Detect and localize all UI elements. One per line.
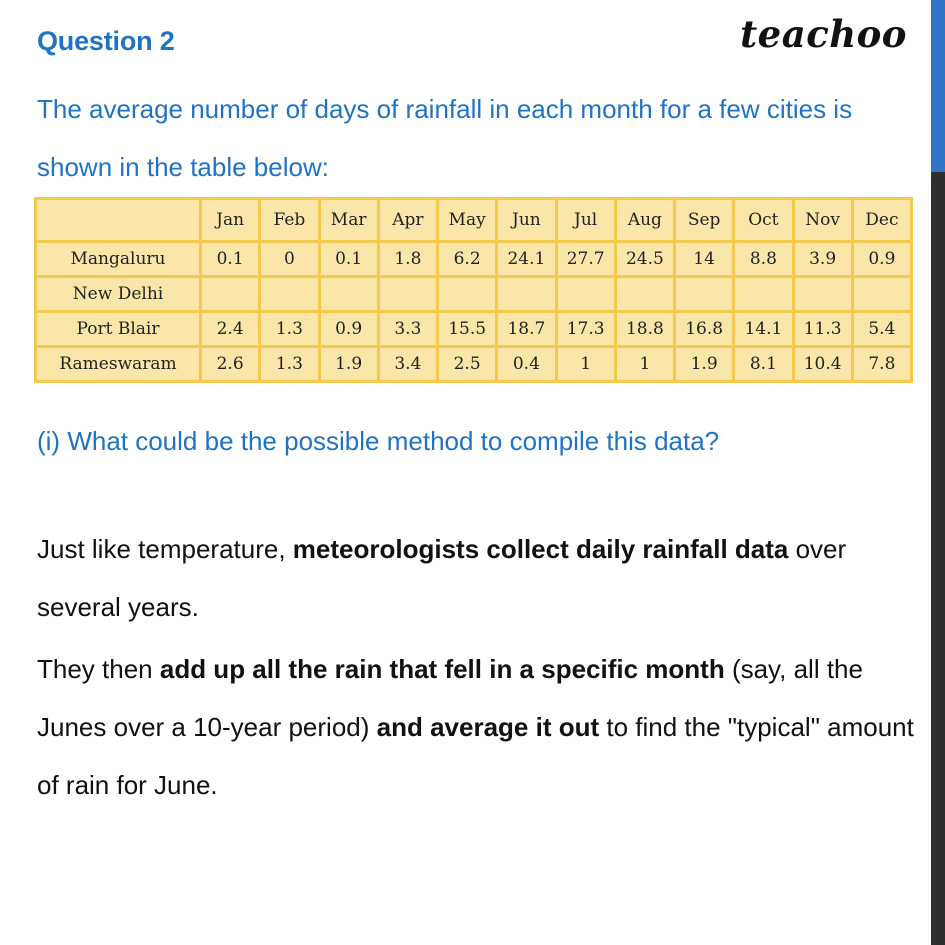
answer-text-span: Just like temperature,: [37, 534, 293, 564]
rainfall-value-cell: 3.4: [376, 345, 440, 383]
rainfall-value-cell: 18.7: [495, 310, 558, 348]
rainfall-value-cell: 5.4: [850, 310, 914, 348]
rainfall-value-cell: 10.4: [791, 345, 854, 383]
city-name-cell: Mangaluru: [34, 240, 202, 278]
rainfall-value-cell: [850, 275, 914, 313]
rainfall-value-cell: 14: [672, 240, 736, 278]
rainfall-value-cell: [613, 275, 677, 313]
rainfall-value-cell: 0.9: [317, 310, 380, 348]
rainfall-value-cell: 27.7: [554, 240, 617, 278]
rainfall-value-cell: [791, 275, 854, 313]
rainfall-value-cell: [258, 275, 321, 313]
month-header: Sep: [672, 197, 736, 243]
answer-text: Just like temperature, meteorologists co…: [37, 520, 927, 814]
table-row: Mangaluru 0.1 0 0.1 1.8 6.2 24.1 27.7 24.5 14 8.8 3…: [34, 240, 914, 278]
rainfall-value-cell: [732, 275, 795, 313]
rainfall-value-cell: 1.9: [317, 345, 380, 383]
rainfall-value-cell: 0.1: [198, 240, 262, 278]
rainfall-value-cell: [198, 275, 262, 313]
answer-text-span: over several years.: [37, 534, 847, 622]
rainfall-value-cell: 1.8: [376, 240, 440, 278]
sub-question: (i) What could be the possible method to…: [37, 426, 720, 456]
table-header-row: Jan Feb Mar Apr May Jun Jul Aug Sep Oct …: [34, 197, 914, 243]
rainfall-value-cell: 14.1: [732, 310, 795, 348]
rainfall-value-cell: 0.1: [317, 240, 380, 278]
rainfall-value-cell: 0: [258, 240, 321, 278]
teachoo-logo: teachoo: [740, 12, 907, 56]
rainfall-value-cell: 2.4: [198, 310, 262, 348]
table-row: Port Blair 2.4 1.3 0.9 3.3 15.5 18.7 17.3 18.8 16…: [34, 310, 914, 348]
rainfall-value-cell: 2.5: [435, 345, 499, 383]
month-header: May: [435, 197, 499, 243]
city-name-cell: New Delhi: [34, 275, 202, 313]
rainfall-value-cell: 2.6: [198, 345, 262, 383]
rainfall-value-cell: 17.3: [554, 310, 617, 348]
answer-paragraph-1: Just like temperature, meteorologists co…: [37, 520, 927, 636]
rainfall-value-cell: 8.1: [732, 345, 795, 383]
table-row: New Delhi: [34, 275, 914, 313]
month-header: Jan: [198, 197, 262, 243]
answer-text-span: (say, all the Junes over a 10-year perio…: [37, 654, 863, 742]
rainfall-value-cell: 0.9: [850, 240, 914, 278]
month-header: Oct: [732, 197, 795, 243]
rainfall-value-cell: [376, 275, 440, 313]
answer-bold-span: add up all the rain that fell in a speci…: [159, 654, 725, 684]
month-header: Aug: [613, 197, 677, 243]
month-header: Jul: [554, 197, 617, 243]
answer-bold-span: and average it out: [376, 712, 600, 742]
scrollbar-thumb[interactable]: [931, 0, 945, 172]
rainfall-value-cell: 6.2: [435, 240, 499, 278]
rainfall-value-cell: 24.5: [613, 240, 677, 278]
rainfall-value-cell: 1: [613, 345, 677, 383]
rainfall-value-cell: [554, 275, 617, 313]
month-header: Dec: [850, 197, 914, 243]
rainfall-value-cell: [672, 275, 736, 313]
month-header: Nov: [791, 197, 854, 243]
table-corner-cell: [34, 197, 202, 243]
answer-bold-span: meteorologists collect daily rainfall da…: [292, 534, 789, 564]
month-header: Mar: [317, 197, 380, 243]
question-title: Question 2: [37, 26, 175, 56]
city-name-cell: Port Blair: [34, 310, 202, 348]
rainfall-value-cell: 3.3: [376, 310, 440, 348]
rainfall-value-cell: 1.3: [258, 345, 321, 383]
month-header: Feb: [258, 197, 321, 243]
rainfall-value-cell: [495, 275, 558, 313]
rainfall-value-cell: 16.8: [672, 310, 736, 348]
rainfall-value-cell: 11.3: [791, 310, 854, 348]
rainfall-value-cell: 1.3: [258, 310, 321, 348]
rainfall-value-cell: 8.8: [732, 240, 795, 278]
rainfall-value-cell: 24.1: [495, 240, 558, 278]
month-header: Apr: [376, 197, 440, 243]
month-header: Jun: [495, 197, 558, 243]
rainfall-value-cell: 15.5: [435, 310, 499, 348]
rainfall-value-cell: 1: [554, 345, 617, 383]
rainfall-value-cell: 0.4: [495, 345, 558, 383]
question-text: The average number of days of rainfall i…: [37, 94, 853, 182]
rainfall-value-cell: 1.9: [672, 345, 736, 383]
city-name-cell: Rameswaram: [34, 345, 202, 383]
answer-text-span: to find the "typical" amount of rain for…: [37, 712, 914, 800]
rainfall-value-cell: [435, 275, 499, 313]
rainfall-table: Jan Feb Mar Apr May Jun Jul Aug Sep Oct …: [34, 197, 914, 383]
answer-paragraph-2: They then add up all the rain that fell …: [37, 640, 927, 814]
rainfall-value-cell: 18.8: [613, 310, 677, 348]
rainfall-value-cell: [317, 275, 380, 313]
rainfall-value-cell: 3.9: [791, 240, 854, 278]
scrollbar-track[interactable]: [931, 0, 945, 945]
table-row: Rameswaram 2.6 1.3 1.9 3.4 2.5 0.4 1 1 1.9 8.1 10.4…: [34, 345, 914, 383]
rainfall-value-cell: 7.8: [850, 345, 914, 383]
answer-text-span: They then: [37, 654, 160, 684]
